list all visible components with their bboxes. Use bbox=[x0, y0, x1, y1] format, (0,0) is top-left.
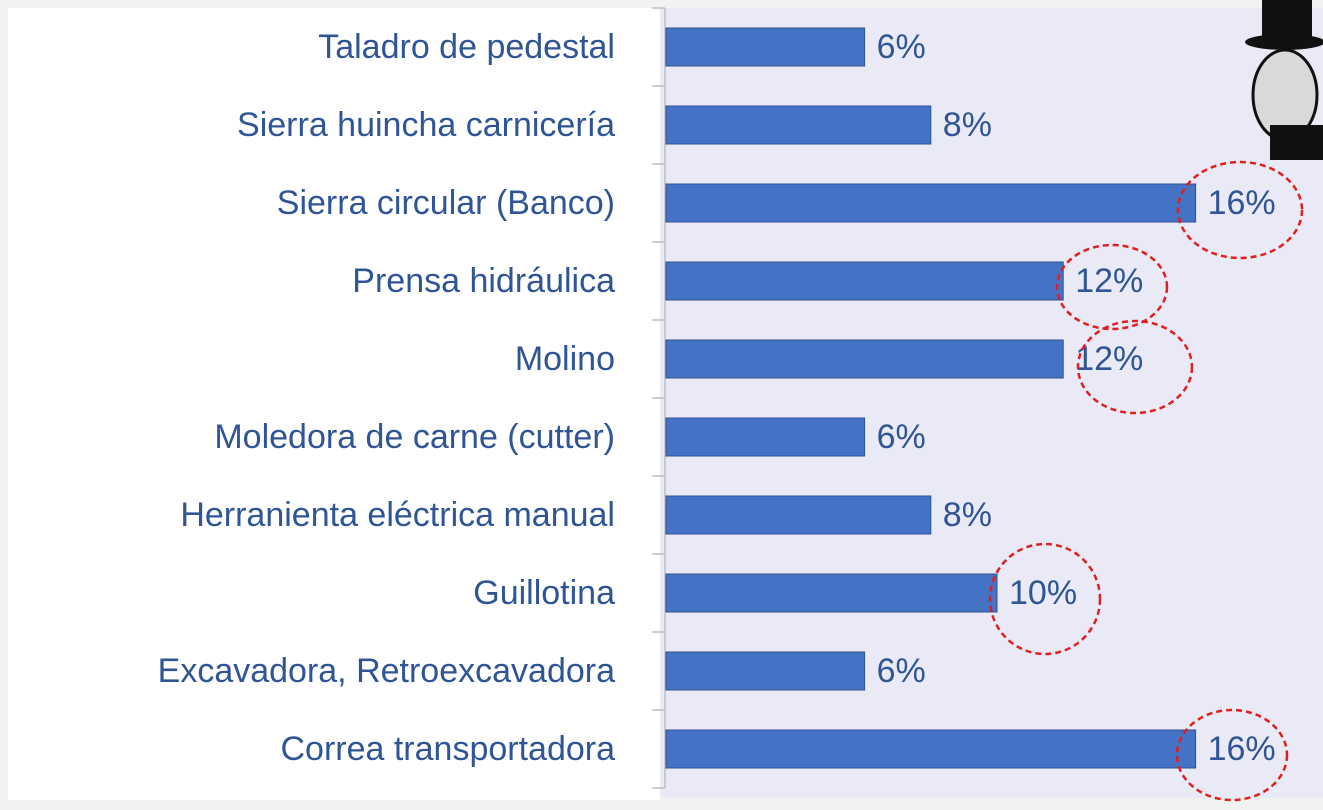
data-label: 16% bbox=[1208, 730, 1276, 768]
category-label: Molino bbox=[515, 340, 615, 378]
bar bbox=[665, 417, 866, 457]
highlight-circle bbox=[1055, 243, 1169, 331]
data-label: 12% bbox=[1075, 262, 1143, 300]
bar bbox=[665, 729, 1197, 769]
category-label: Excavadora, Retroexcavadora bbox=[158, 652, 615, 690]
data-label: 16% bbox=[1208, 184, 1276, 222]
data-label: 8% bbox=[943, 106, 992, 144]
bar bbox=[665, 105, 932, 145]
bar bbox=[665, 495, 932, 535]
bar bbox=[665, 261, 1064, 301]
highlight-circle bbox=[1175, 708, 1289, 802]
category-label: Sierra circular (Banco) bbox=[277, 184, 615, 222]
category-label: Herranienta eléctrica manual bbox=[180, 496, 615, 534]
hat bbox=[1262, 0, 1312, 40]
data-label: 6% bbox=[877, 28, 926, 66]
category-label: Prensa hidráulica bbox=[352, 262, 615, 300]
category-label: Guillotina bbox=[473, 574, 615, 612]
data-label: 6% bbox=[877, 652, 926, 690]
highlight-circle bbox=[1176, 160, 1304, 260]
category-label: Moledora de carne (cutter) bbox=[214, 418, 615, 456]
bar bbox=[665, 27, 866, 67]
category-label: Correa transportadora bbox=[280, 730, 615, 768]
category-label: Sierra huincha carnicería bbox=[237, 106, 615, 144]
data-label: 12% bbox=[1075, 340, 1143, 378]
bar bbox=[665, 573, 998, 613]
decoration bbox=[1245, 0, 1323, 160]
bar bbox=[665, 183, 1197, 223]
highlight-circle bbox=[1076, 319, 1194, 415]
data-label: 10% bbox=[1009, 574, 1077, 612]
label-panel bbox=[8, 8, 660, 800]
bar bbox=[665, 339, 1064, 379]
hat-brim bbox=[1245, 34, 1323, 50]
coat bbox=[1270, 125, 1323, 160]
category-label: Taladro de pedestal bbox=[318, 28, 615, 66]
highlight-circle bbox=[988, 542, 1102, 656]
data-label: 6% bbox=[877, 418, 926, 456]
data-label: 8% bbox=[943, 496, 992, 534]
bar bbox=[665, 651, 866, 691]
